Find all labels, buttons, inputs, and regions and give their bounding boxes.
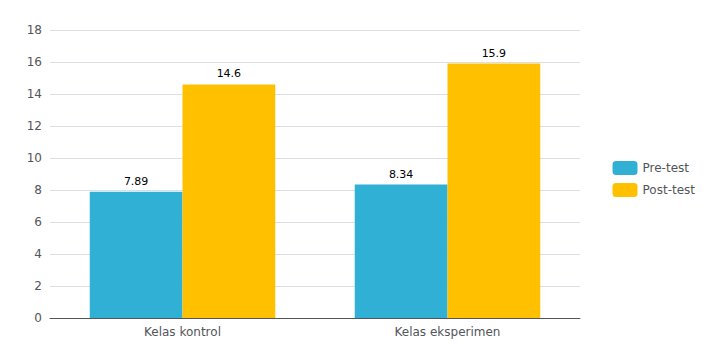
svg-text:Kelas eksperimen: Kelas eksperimen	[395, 325, 501, 339]
svg-text:Pre-test: Pre-test	[643, 161, 690, 175]
svg-text:8: 8	[34, 183, 42, 197]
svg-text:Post-test: Post-test	[643, 183, 696, 197]
svg-text:Kelas kontrol: Kelas kontrol	[144, 325, 221, 339]
svg-text:18: 18	[27, 23, 42, 37]
svg-text:14: 14	[27, 87, 42, 101]
svg-text:7.89: 7.89	[124, 175, 149, 188]
svg-text:15.9: 15.9	[482, 47, 507, 60]
svg-text:8.34: 8.34	[389, 168, 414, 181]
svg-text:6: 6	[34, 215, 42, 229]
svg-text:14.6: 14.6	[217, 67, 242, 80]
svg-text:4: 4	[34, 247, 42, 261]
svg-text:12: 12	[27, 119, 42, 133]
svg-text:2: 2	[34, 279, 42, 293]
svg-text:0: 0	[34, 311, 42, 325]
svg-text:10: 10	[27, 151, 42, 165]
svg-text:16: 16	[27, 55, 42, 69]
